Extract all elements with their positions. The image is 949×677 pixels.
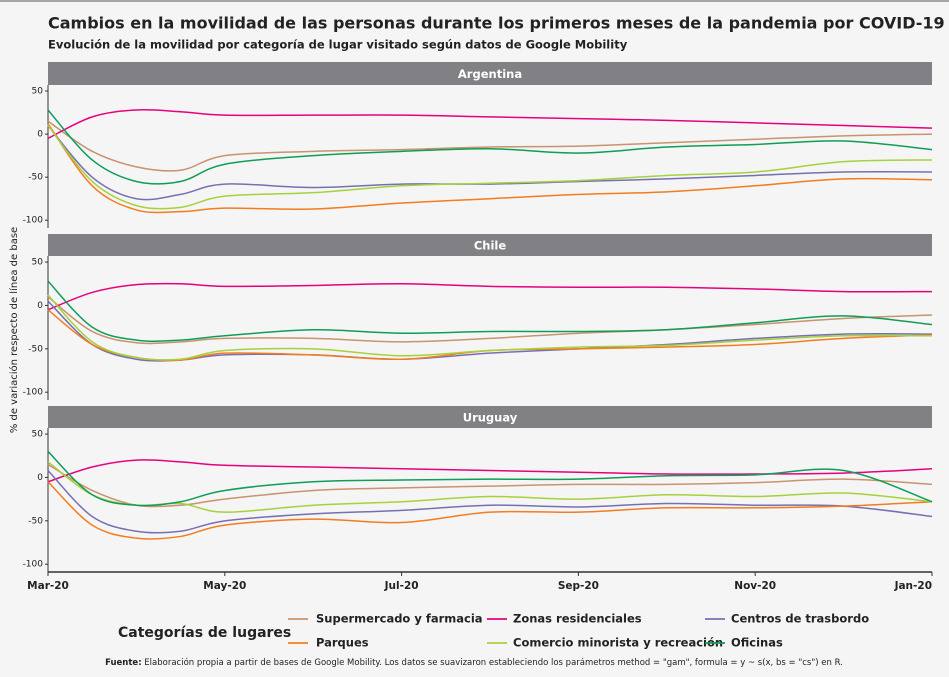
source-text: Elaboración propia a partir de bases de …	[144, 657, 843, 668]
x-tick-label: Nov-20	[734, 580, 776, 592]
y-tick-label: -50	[28, 344, 43, 354]
y-tick-label: -100	[23, 388, 44, 398]
legend-label: Comercio minorista y recreación	[513, 636, 723, 650]
x-tick-label: Sep-20	[558, 580, 599, 592]
chart-subtitle: Evolución de la movilidad por categoría …	[48, 38, 628, 52]
x-tick-label: Jan-20	[894, 580, 932, 592]
series-line	[47, 463, 933, 508]
facet-title: Uruguay	[463, 411, 518, 425]
y-tick-label: -100	[23, 560, 44, 570]
x-tick-label: May-20	[203, 580, 246, 592]
y-axis-label: % de variación respecto de línea de base	[8, 227, 20, 433]
y-tick-label: 0	[37, 473, 43, 483]
series-line	[47, 282, 933, 311]
y-tick-label: -50	[28, 173, 43, 183]
facet-title: Argentina	[458, 67, 522, 81]
legend-label: Centros de trasbordo	[731, 612, 869, 626]
facet-strip	[48, 406, 932, 428]
series-line	[47, 125, 933, 210]
series-line	[47, 300, 933, 362]
series-line	[47, 459, 933, 483]
y-tick-label: 0	[37, 301, 43, 311]
legend-label: Zonas residenciales	[513, 612, 642, 626]
source-label: Fuente:	[105, 658, 141, 668]
facet-strip	[48, 62, 932, 85]
series-line	[47, 296, 933, 345]
series-line	[47, 109, 933, 140]
series-line	[47, 294, 933, 361]
x-tick-label: Jul-20	[384, 580, 419, 592]
y-tick-label: -100	[23, 216, 44, 226]
y-tick-label: 0	[37, 130, 43, 140]
source-note: Fuente: Elaboración propia a partir de b…	[105, 657, 843, 668]
series-line	[47, 125, 933, 201]
legend-label: Oficinas	[731, 636, 783, 650]
y-tick-label: 50	[32, 87, 44, 97]
series-line	[47, 123, 933, 214]
series-line	[47, 469, 933, 534]
series-line	[47, 120, 933, 172]
y-tick-label: -50	[28, 516, 43, 526]
y-tick-label: 50	[32, 258, 44, 268]
y-tick-label: 50	[32, 430, 44, 440]
x-tick-label: Mar-20	[27, 580, 69, 592]
series-line	[47, 450, 933, 507]
legend-label: Supermercado y farmacia	[316, 612, 483, 626]
series-line	[47, 481, 933, 540]
legend-label: Parques	[316, 636, 369, 650]
series-line	[47, 280, 933, 343]
facet-title: Chile	[474, 239, 507, 253]
chart-title: Cambios en la movilidad de las personas …	[48, 14, 945, 33]
series-line	[47, 109, 933, 185]
legend-title: Categorías de lugares	[118, 625, 291, 641]
facet-strip	[48, 234, 932, 256]
